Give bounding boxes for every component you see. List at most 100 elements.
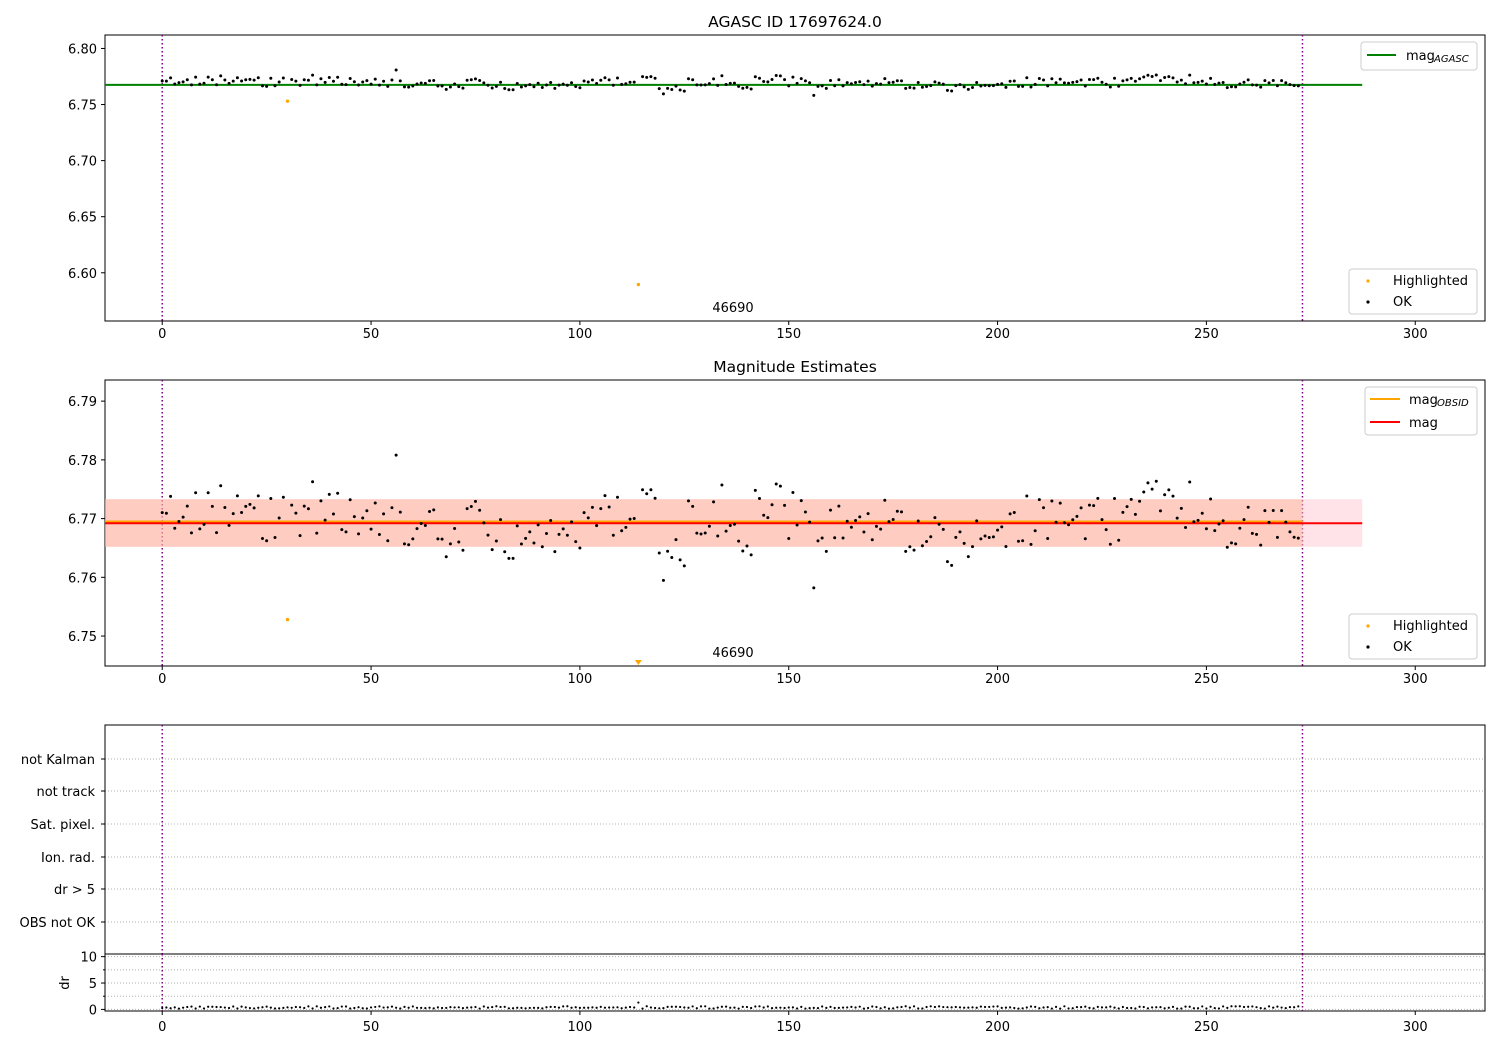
mid-legend-ok: OK <box>1393 640 1412 655</box>
dr-point <box>900 1005 903 1009</box>
top-ok-point <box>202 81 206 85</box>
dr-point <box>1263 1007 1266 1010</box>
top-ok-point <box>1267 81 1271 85</box>
top-ok-point <box>323 80 327 84</box>
mid-ok-point <box>774 482 778 486</box>
top-ok-point <box>189 83 193 87</box>
dr-point <box>207 1005 210 1008</box>
mid-ok-point <box>398 510 402 514</box>
dr-point <box>1113 1006 1116 1009</box>
middle-panel-title: Magnitude Estimates <box>713 358 877 376</box>
top-ok-point <box>1242 80 1246 84</box>
mid-ok-point <box>302 504 306 508</box>
top-ok-point <box>1133 79 1137 83</box>
mid-ok-point <box>582 511 586 515</box>
top-ok-point <box>1259 85 1263 89</box>
top-ok-point <box>979 84 983 88</box>
mid-ok-point <box>507 556 511 560</box>
top-legend-mag-agasc-sub: AGASC <box>1433 54 1469 65</box>
mid-ok-point <box>482 521 486 525</box>
top-ok-point <box>1179 78 1183 82</box>
top-panel-plot: 0 50 100 150 200 250 300 6.60 6.65 6.70 6.75 6.80 <box>68 34 1486 342</box>
dr-point <box>808 1007 811 1010</box>
dr-point <box>582 1006 586 1009</box>
dr-point <box>892 1007 895 1010</box>
dr-point <box>904 1005 907 1008</box>
mid-ok-point <box>331 512 335 516</box>
top-ok-point <box>415 82 419 86</box>
mid-ok-point <box>966 555 970 559</box>
top-ok-point <box>177 81 181 85</box>
mid-ok-point <box>937 522 941 526</box>
dr-point <box>708 1007 711 1010</box>
top-ok-point <box>770 77 774 81</box>
dr-point <box>1117 1007 1120 1010</box>
dr-xtick-label: 250 <box>1194 1020 1219 1035</box>
mid-ok-point <box>1209 497 1213 501</box>
top-xtick-label: 250 <box>1194 327 1219 342</box>
top-ok-point <box>386 84 390 88</box>
dr-point <box>516 1006 519 1009</box>
mid-ok-point <box>996 528 1000 532</box>
top-ok-point <box>883 77 887 81</box>
flag-label-sat-pixel: Sat. pixel. <box>31 818 95 833</box>
mid-ok-point <box>979 537 983 541</box>
top-ok-point <box>1163 76 1167 80</box>
mid-ok-point <box>532 541 536 545</box>
mid-ok-point <box>1259 543 1263 547</box>
top-ok-point <box>269 76 273 80</box>
dr-point <box>361 1007 364 1010</box>
top-ok-point <box>703 83 707 87</box>
mid-ok-point <box>269 496 273 500</box>
dr-point <box>244 1006 247 1009</box>
mid-ok-point <box>1083 537 1087 541</box>
dr-point <box>303 1006 306 1010</box>
mid-ok-point <box>327 492 331 496</box>
top-ok-point <box>428 79 432 83</box>
top-ok-point <box>490 86 494 90</box>
dr-point <box>1226 1006 1229 1009</box>
mid-ok-point <box>189 531 193 535</box>
dr-point <box>290 1006 293 1009</box>
top-ok-point <box>674 84 678 88</box>
mid-ok-point <box>686 499 690 503</box>
top-ok-point <box>494 84 498 88</box>
top-ok-point <box>173 82 177 86</box>
mid-ok-point <box>653 496 657 500</box>
top-ok-point <box>390 78 394 82</box>
dr-point <box>282 1006 285 1009</box>
dr-point <box>307 1005 310 1008</box>
dr-point <box>415 1006 419 1009</box>
dr-point <box>495 1005 498 1008</box>
top-ok-point <box>244 78 248 82</box>
dr-point <box>537 1006 540 1009</box>
dr-point <box>374 1005 377 1009</box>
mid-ok-point <box>1179 506 1183 510</box>
dr-point <box>340 1005 343 1008</box>
middle-panel-plot: 0 50 100 150 200 250 300 6.75 6.76 6.77 6.78 6.79 <box>68 379 1486 687</box>
dr-point <box>198 1005 201 1008</box>
top-ok-point <box>812 93 816 97</box>
mid-ok-point <box>365 509 369 513</box>
top-ok-point <box>181 80 185 84</box>
top-ok-point <box>787 84 791 88</box>
dr-point <box>353 1006 356 1010</box>
mid-legend-highlighted: Highlighted <box>1393 619 1468 634</box>
dr-point <box>541 1007 544 1010</box>
mid-ok-point <box>1000 525 1004 529</box>
mid-ok-point <box>561 527 565 531</box>
mid-legend-mag-obsid-sub: OBSID <box>1437 398 1469 409</box>
top-ok-point <box>1296 84 1300 88</box>
dr-point <box>1192 1007 1195 1010</box>
mid-ok-point <box>315 531 319 535</box>
top-frame <box>104 34 1486 322</box>
mid-ok-point <box>1033 529 1037 533</box>
top-ok-point <box>240 79 244 83</box>
mid-ok-point <box>1071 518 1075 522</box>
dr-point <box>871 1005 874 1008</box>
dr-point <box>841 1006 845 1009</box>
mid-ok-point <box>202 522 206 526</box>
dr-point <box>524 1007 527 1010</box>
top-ok-point <box>1129 76 1133 80</box>
